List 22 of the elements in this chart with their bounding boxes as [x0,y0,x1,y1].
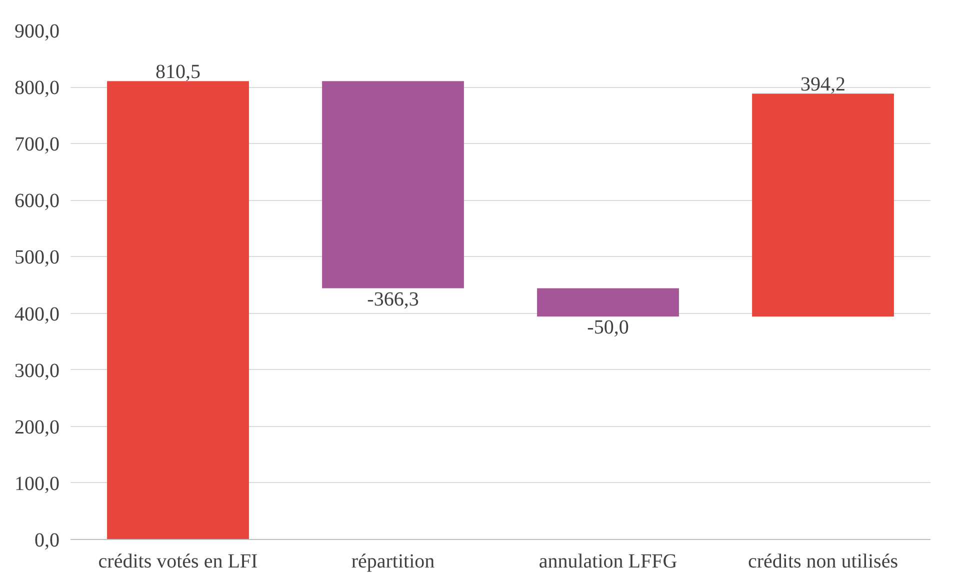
data-label: 394,2 [800,74,846,96]
y-tick-label: 500,0 [14,246,60,269]
x-tick-label: crédits votés en LFI [98,550,258,572]
bar [107,81,249,540]
x-tick-label: répartition [351,550,435,572]
y-tick-label: 800,0 [14,77,60,100]
data-label: -366,3 [367,288,419,310]
data-label: 810,5 [156,61,200,84]
x-tick-label: annulation LFFG [538,550,678,572]
bar [322,81,464,288]
y-tick-label: 0,0 [34,530,60,552]
y-tick-label: 300,0 [14,360,60,382]
bar [752,94,894,317]
y-tick-label: 700,0 [14,134,60,156]
data-label: -50,0 [587,316,629,339]
y-tick-label: 400,0 [14,303,60,326]
y-tick-label: 100,0 [14,472,60,495]
x-tick-label: crédits non utilisés [748,550,898,572]
bar [537,288,679,317]
y-tick-label: 200,0 [14,416,60,438]
y-tick-label: 900,0 [14,20,60,42]
y-tick-label: 600,0 [14,190,60,212]
